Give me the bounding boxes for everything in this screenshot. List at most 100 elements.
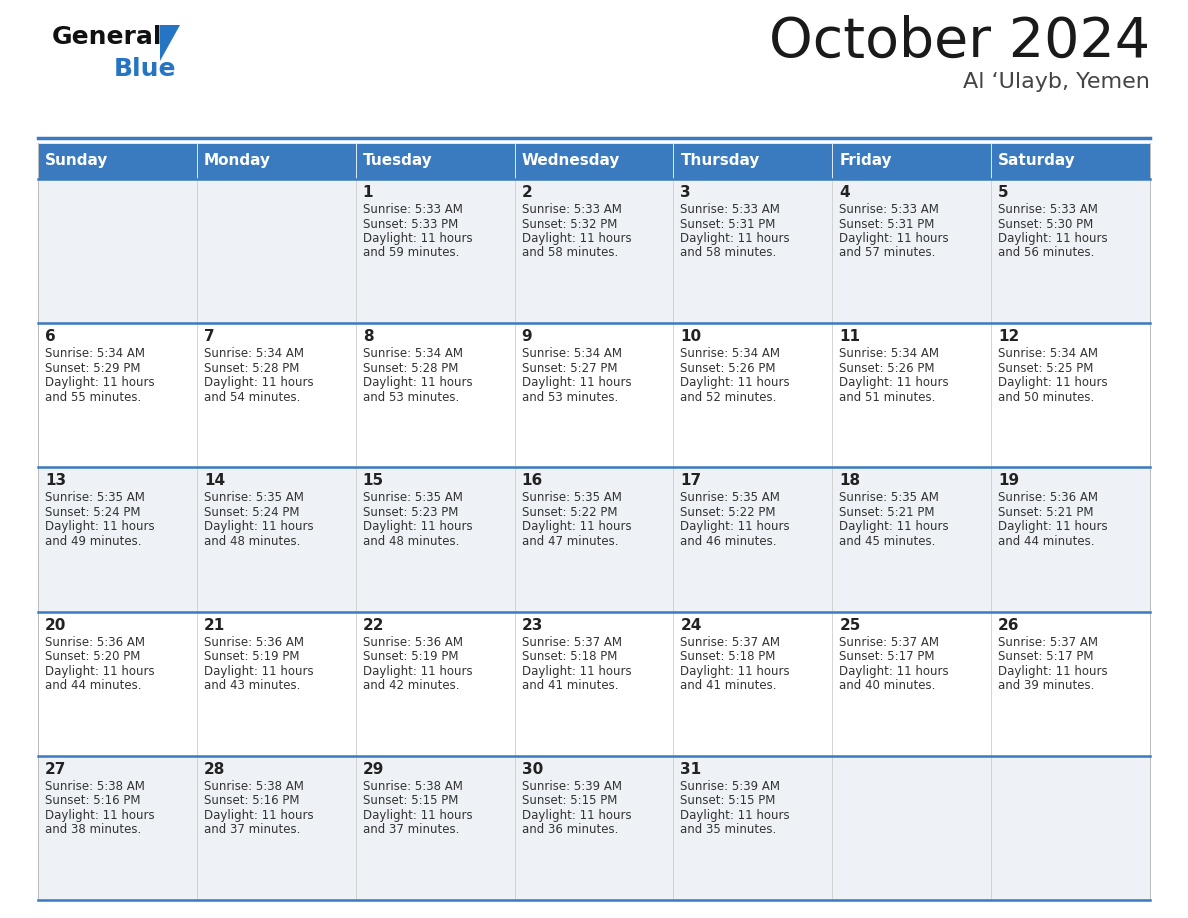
Text: Daylight: 11 hours: Daylight: 11 hours — [362, 809, 473, 822]
Text: and 40 minutes.: and 40 minutes. — [839, 679, 936, 692]
Text: Sunset: 5:15 PM: Sunset: 5:15 PM — [681, 794, 776, 807]
Text: 23: 23 — [522, 618, 543, 633]
Text: 20: 20 — [45, 618, 67, 633]
Text: 22: 22 — [362, 618, 384, 633]
Text: Sunset: 5:31 PM: Sunset: 5:31 PM — [839, 218, 935, 230]
Text: Daylight: 11 hours: Daylight: 11 hours — [45, 521, 154, 533]
Text: and 38 minutes.: and 38 minutes. — [45, 823, 141, 836]
Text: Daylight: 11 hours: Daylight: 11 hours — [45, 376, 154, 389]
Text: and 49 minutes.: and 49 minutes. — [45, 535, 141, 548]
Text: Daylight: 11 hours: Daylight: 11 hours — [362, 521, 473, 533]
Text: and 56 minutes.: and 56 minutes. — [998, 247, 1094, 260]
Text: October 2024: October 2024 — [769, 15, 1150, 69]
Text: Sunrise: 5:33 AM: Sunrise: 5:33 AM — [681, 203, 781, 216]
Text: 26: 26 — [998, 618, 1019, 633]
Text: Sunrise: 5:35 AM: Sunrise: 5:35 AM — [681, 491, 781, 504]
Text: Monday: Monday — [204, 153, 271, 169]
Text: Daylight: 11 hours: Daylight: 11 hours — [839, 665, 949, 677]
Text: Saturday: Saturday — [998, 153, 1076, 169]
Text: General: General — [52, 25, 163, 49]
Text: Sunset: 5:17 PM: Sunset: 5:17 PM — [839, 650, 935, 663]
Text: and 51 minutes.: and 51 minutes. — [839, 391, 936, 404]
Text: 17: 17 — [681, 474, 702, 488]
Text: and 36 minutes.: and 36 minutes. — [522, 823, 618, 836]
Text: Sunrise: 5:35 AM: Sunrise: 5:35 AM — [839, 491, 940, 504]
Text: Sunset: 5:15 PM: Sunset: 5:15 PM — [362, 794, 459, 807]
Text: and 39 minutes.: and 39 minutes. — [998, 679, 1094, 692]
Text: and 58 minutes.: and 58 minutes. — [681, 247, 777, 260]
Text: Sunrise: 5:37 AM: Sunrise: 5:37 AM — [522, 635, 621, 649]
Text: Sunset: 5:15 PM: Sunset: 5:15 PM — [522, 794, 617, 807]
Text: 6: 6 — [45, 330, 56, 344]
Text: 1: 1 — [362, 185, 373, 200]
Text: 15: 15 — [362, 474, 384, 488]
Text: Daylight: 11 hours: Daylight: 11 hours — [45, 809, 154, 822]
Text: Daylight: 11 hours: Daylight: 11 hours — [522, 232, 631, 245]
Text: Sunset: 5:21 PM: Sunset: 5:21 PM — [998, 506, 1094, 519]
Text: Sunrise: 5:33 AM: Sunrise: 5:33 AM — [839, 203, 940, 216]
Text: Daylight: 11 hours: Daylight: 11 hours — [522, 665, 631, 677]
Text: Sunset: 5:24 PM: Sunset: 5:24 PM — [45, 506, 140, 519]
Text: 19: 19 — [998, 474, 1019, 488]
Text: and 48 minutes.: and 48 minutes. — [362, 535, 459, 548]
Text: Sunset: 5:28 PM: Sunset: 5:28 PM — [204, 362, 299, 375]
Bar — [38, 467, 1150, 611]
Text: and 44 minutes.: and 44 minutes. — [45, 679, 141, 692]
Text: 3: 3 — [681, 185, 691, 200]
Text: Sunrise: 5:34 AM: Sunrise: 5:34 AM — [681, 347, 781, 360]
Bar — [197, 143, 355, 179]
Text: 11: 11 — [839, 330, 860, 344]
Text: Sunrise: 5:33 AM: Sunrise: 5:33 AM — [998, 203, 1098, 216]
Bar — [38, 143, 197, 179]
Text: Sunset: 5:23 PM: Sunset: 5:23 PM — [362, 506, 459, 519]
Bar — [674, 143, 833, 179]
Text: and 41 minutes.: and 41 minutes. — [681, 679, 777, 692]
Text: and 43 minutes.: and 43 minutes. — [204, 679, 301, 692]
Text: and 53 minutes.: and 53 minutes. — [522, 391, 618, 404]
Text: Sunrise: 5:36 AM: Sunrise: 5:36 AM — [998, 491, 1098, 504]
Text: Wednesday: Wednesday — [522, 153, 620, 169]
Text: and 53 minutes.: and 53 minutes. — [362, 391, 459, 404]
Text: and 42 minutes.: and 42 minutes. — [362, 679, 460, 692]
Text: Sunset: 5:22 PM: Sunset: 5:22 PM — [522, 506, 617, 519]
Text: Sunset: 5:17 PM: Sunset: 5:17 PM — [998, 650, 1094, 663]
Text: Sunrise: 5:37 AM: Sunrise: 5:37 AM — [998, 635, 1098, 649]
Text: Sunset: 5:18 PM: Sunset: 5:18 PM — [681, 650, 776, 663]
Text: Al ‘Ulayb, Yemen: Al ‘Ulayb, Yemen — [963, 72, 1150, 92]
Text: Daylight: 11 hours: Daylight: 11 hours — [681, 665, 790, 677]
Bar — [38, 323, 1150, 467]
Text: Sunrise: 5:34 AM: Sunrise: 5:34 AM — [522, 347, 621, 360]
Text: Sunrise: 5:34 AM: Sunrise: 5:34 AM — [204, 347, 304, 360]
Text: and 37 minutes.: and 37 minutes. — [204, 823, 301, 836]
Text: 2: 2 — [522, 185, 532, 200]
Text: Sunset: 5:32 PM: Sunset: 5:32 PM — [522, 218, 617, 230]
Text: 13: 13 — [45, 474, 67, 488]
Text: Daylight: 11 hours: Daylight: 11 hours — [522, 376, 631, 389]
Text: Sunrise: 5:34 AM: Sunrise: 5:34 AM — [45, 347, 145, 360]
Text: and 54 minutes.: and 54 minutes. — [204, 391, 301, 404]
Text: Sunset: 5:16 PM: Sunset: 5:16 PM — [45, 794, 140, 807]
Text: 21: 21 — [204, 618, 225, 633]
Text: 28: 28 — [204, 762, 226, 777]
Text: 4: 4 — [839, 185, 849, 200]
Text: Sunset: 5:25 PM: Sunset: 5:25 PM — [998, 362, 1093, 375]
Text: and 47 minutes.: and 47 minutes. — [522, 535, 618, 548]
Text: Sunrise: 5:33 AM: Sunrise: 5:33 AM — [362, 203, 462, 216]
Text: Daylight: 11 hours: Daylight: 11 hours — [998, 376, 1107, 389]
Text: Daylight: 11 hours: Daylight: 11 hours — [681, 809, 790, 822]
Text: 10: 10 — [681, 330, 702, 344]
Text: Sunset: 5:16 PM: Sunset: 5:16 PM — [204, 794, 299, 807]
Text: Daylight: 11 hours: Daylight: 11 hours — [998, 665, 1107, 677]
Text: 7: 7 — [204, 330, 215, 344]
Text: 12: 12 — [998, 330, 1019, 344]
Text: Sunrise: 5:39 AM: Sunrise: 5:39 AM — [522, 779, 621, 793]
Text: Sunrise: 5:36 AM: Sunrise: 5:36 AM — [362, 635, 462, 649]
Text: Blue: Blue — [114, 57, 177, 81]
Text: Sunset: 5:26 PM: Sunset: 5:26 PM — [681, 362, 776, 375]
Text: and 58 minutes.: and 58 minutes. — [522, 247, 618, 260]
Text: Sunset: 5:27 PM: Sunset: 5:27 PM — [522, 362, 617, 375]
Text: 18: 18 — [839, 474, 860, 488]
Text: Daylight: 11 hours: Daylight: 11 hours — [204, 809, 314, 822]
Text: Sunset: 5:30 PM: Sunset: 5:30 PM — [998, 218, 1093, 230]
Text: Friday: Friday — [839, 153, 892, 169]
